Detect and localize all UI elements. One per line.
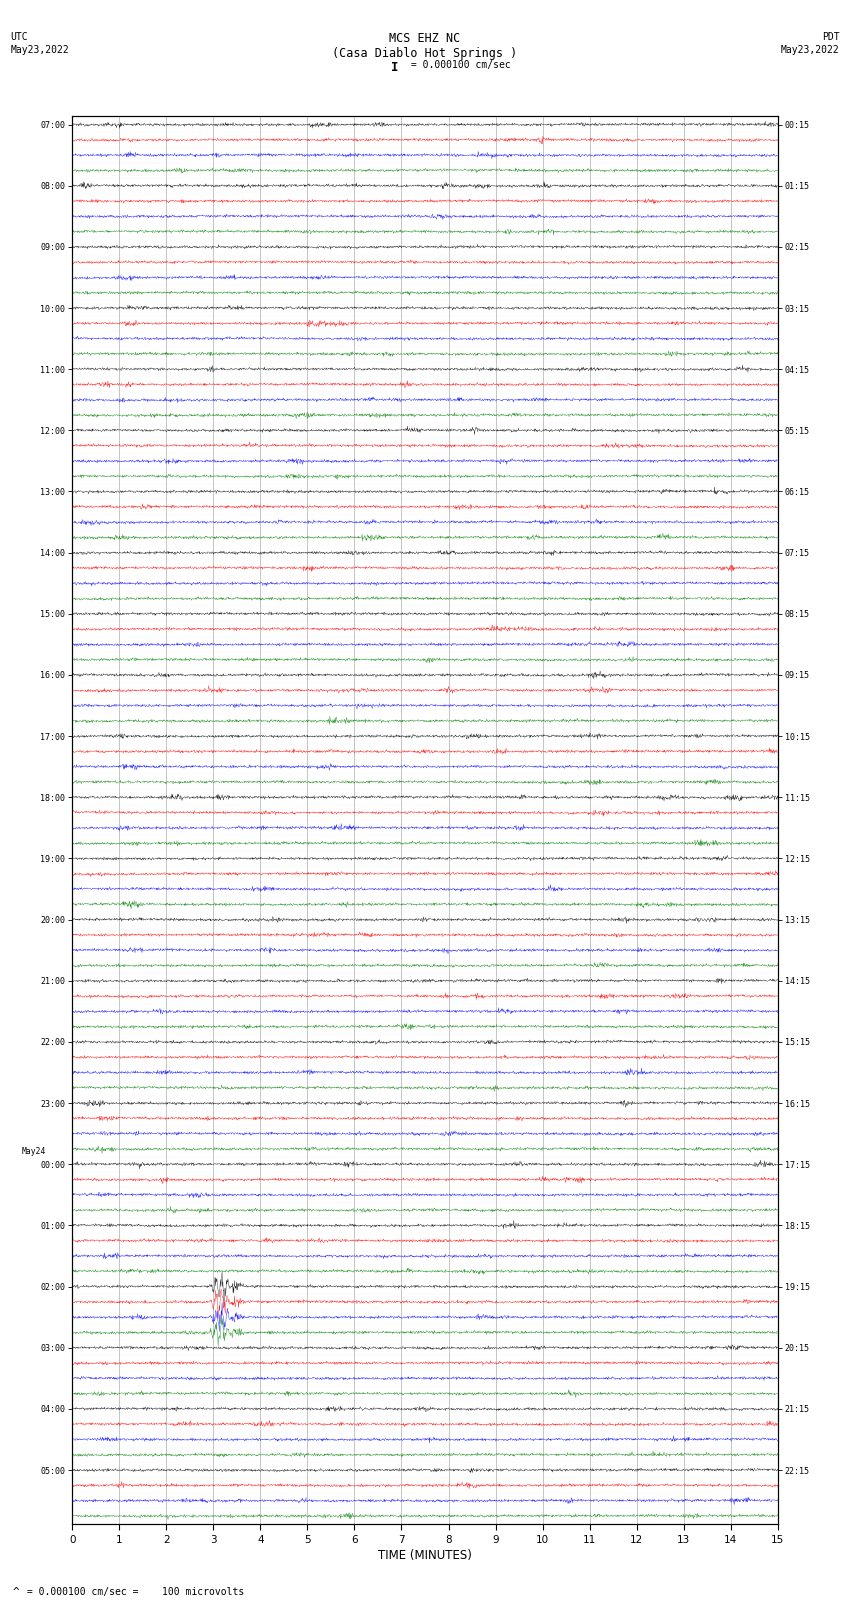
Text: May23,2022: May23,2022 — [10, 45, 69, 55]
Text: = 0.000100 cm/sec: = 0.000100 cm/sec — [405, 61, 511, 71]
Text: ^: ^ — [13, 1587, 20, 1597]
X-axis label: TIME (MINUTES): TIME (MINUTES) — [378, 1548, 472, 1561]
Text: (Casa Diablo Hot Springs ): (Casa Diablo Hot Springs ) — [332, 47, 518, 60]
Text: May24: May24 — [21, 1147, 46, 1157]
Text: I: I — [392, 61, 399, 74]
Text: UTC: UTC — [10, 32, 28, 42]
Text: PDT: PDT — [822, 32, 840, 42]
Text: May23,2022: May23,2022 — [781, 45, 840, 55]
Text: MCS EHZ NC: MCS EHZ NC — [389, 32, 461, 45]
Text: = 0.000100 cm/sec =    100 microvolts: = 0.000100 cm/sec = 100 microvolts — [21, 1587, 245, 1597]
